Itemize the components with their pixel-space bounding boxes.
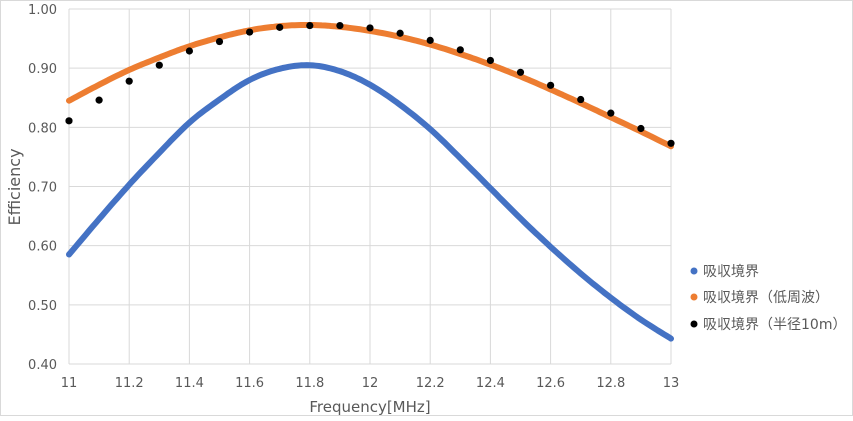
- y-tick-label: 0.70: [28, 181, 57, 196]
- data-point: [637, 124, 645, 133]
- data-point: [215, 37, 224, 46]
- legend-label: 吸収境界（低周波）: [703, 290, 829, 306]
- data-point: [396, 29, 404, 37]
- x-tick-label: 12: [362, 376, 379, 391]
- data-point: [336, 21, 344, 30]
- data-point: [276, 23, 284, 31]
- data-point: [486, 56, 494, 65]
- x-tick-label: 12.6: [536, 376, 565, 391]
- legend-label: 吸収境界: [703, 264, 759, 280]
- data-point: [366, 24, 374, 32]
- data-point: [516, 68, 525, 76]
- data-point: [65, 117, 73, 125]
- y-tick-label: 0.80: [28, 121, 57, 136]
- data-point: [155, 61, 163, 69]
- data-point: [607, 109, 615, 117]
- x-tick-label: 12.4: [476, 376, 505, 391]
- y-tick-label: 0.90: [28, 62, 57, 77]
- data-point: [456, 46, 464, 54]
- y-tick-label: 0.40: [28, 358, 57, 373]
- x-tick-label: 11.8: [295, 376, 324, 391]
- data-point: [426, 36, 434, 44]
- data-point: [185, 47, 193, 55]
- series-line-0: [66, 62, 674, 342]
- data-point: [246, 28, 254, 36]
- data-point: [306, 21, 314, 30]
- legend-marker: [690, 267, 698, 275]
- data-point: [125, 77, 133, 85]
- x-tick-label: 11.4: [175, 376, 204, 391]
- y-tick-label: 0.60: [28, 240, 57, 255]
- y-axis-label: Efficiency: [5, 148, 24, 225]
- x-tick-label: 13: [663, 376, 680, 391]
- x-tick-label: 11.2: [115, 376, 144, 391]
- legend-marker: [690, 293, 698, 301]
- data-point: [667, 139, 675, 147]
- data-point: [95, 96, 103, 104]
- x-tick-label: 12.2: [416, 376, 445, 391]
- data-point: [547, 81, 555, 89]
- x-tick-label: 11: [61, 376, 78, 391]
- legend-label: 吸収境界（半径10m）: [703, 317, 846, 333]
- x-axis-label: Frequency[MHz]: [309, 398, 430, 416]
- y-tick-label: 0.50: [28, 299, 57, 314]
- legend-marker: [690, 320, 698, 328]
- x-tick-label: 11.6: [235, 376, 264, 391]
- x-tick-label: 12.8: [596, 376, 625, 391]
- y-tick-label: 1.00: [28, 3, 57, 18]
- data-point: [577, 95, 585, 104]
